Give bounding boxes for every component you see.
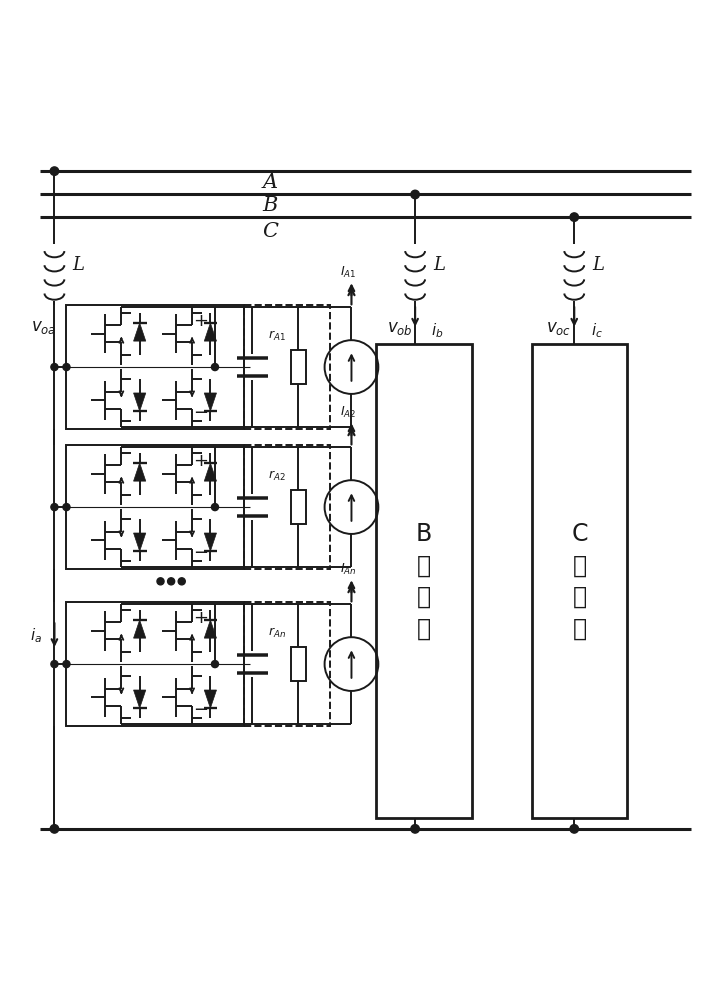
Circle shape <box>570 213 579 221</box>
Circle shape <box>168 578 175 585</box>
Text: −: − <box>193 701 208 719</box>
Text: $i_c$: $i_c$ <box>591 321 603 340</box>
Circle shape <box>63 661 70 668</box>
Bar <box>290 647 306 681</box>
Text: +: + <box>193 452 208 470</box>
Text: L: L <box>592 256 604 274</box>
Polygon shape <box>133 323 146 341</box>
Text: +: + <box>193 609 208 627</box>
Circle shape <box>212 661 219 668</box>
Circle shape <box>51 364 58 371</box>
Polygon shape <box>204 323 217 341</box>
Circle shape <box>63 364 70 371</box>
Text: $r_{An}$: $r_{An}$ <box>268 626 286 640</box>
Polygon shape <box>133 690 146 708</box>
Bar <box>244 445 330 569</box>
Text: $I_{An}$: $I_{An}$ <box>339 562 356 577</box>
Circle shape <box>51 504 58 511</box>
Bar <box>532 344 627 818</box>
Text: C: C <box>262 222 278 241</box>
Text: $i_b$: $i_b$ <box>432 321 444 340</box>
Bar <box>67 602 244 726</box>
Polygon shape <box>204 463 217 481</box>
Bar <box>244 305 330 429</box>
Circle shape <box>51 661 58 668</box>
Polygon shape <box>204 690 217 708</box>
Text: L: L <box>433 256 444 274</box>
Text: $v_{oc}$: $v_{oc}$ <box>546 319 571 337</box>
Text: B
相
链
节: B 相 链 节 <box>416 522 432 641</box>
Circle shape <box>178 578 185 585</box>
Circle shape <box>570 825 579 833</box>
Bar <box>376 344 471 818</box>
Polygon shape <box>204 393 217 411</box>
Text: −: − <box>193 404 208 422</box>
Text: $v_{oa}$: $v_{oa}$ <box>31 318 56 336</box>
Circle shape <box>411 825 420 833</box>
Circle shape <box>63 504 70 511</box>
Circle shape <box>157 578 164 585</box>
Bar <box>290 490 306 524</box>
Text: $I_{A1}$: $I_{A1}$ <box>339 265 356 280</box>
Text: L: L <box>72 256 84 274</box>
Polygon shape <box>133 620 146 638</box>
Text: $i_a$: $i_a$ <box>30 626 42 645</box>
Circle shape <box>411 190 420 199</box>
Text: A: A <box>263 173 278 192</box>
Text: B: B <box>263 196 278 215</box>
Text: −: − <box>193 544 208 562</box>
Circle shape <box>212 504 219 511</box>
Circle shape <box>50 825 59 833</box>
Text: $r_{A2}$: $r_{A2}$ <box>268 469 286 483</box>
Polygon shape <box>204 620 217 638</box>
Bar <box>290 350 306 384</box>
Polygon shape <box>133 393 146 411</box>
Polygon shape <box>133 463 146 481</box>
Polygon shape <box>204 533 217 551</box>
Circle shape <box>212 364 219 371</box>
Text: $v_{ob}$: $v_{ob}$ <box>387 319 413 337</box>
Bar <box>67 445 244 569</box>
Circle shape <box>50 167 59 175</box>
Text: +: + <box>193 312 208 330</box>
Text: $r_{A1}$: $r_{A1}$ <box>268 329 286 343</box>
Polygon shape <box>133 533 146 551</box>
Bar <box>244 602 330 726</box>
Text: $I_{A2}$: $I_{A2}$ <box>340 405 356 420</box>
Text: C
相
链
节: C 相 链 节 <box>572 522 588 641</box>
Bar <box>67 305 244 429</box>
